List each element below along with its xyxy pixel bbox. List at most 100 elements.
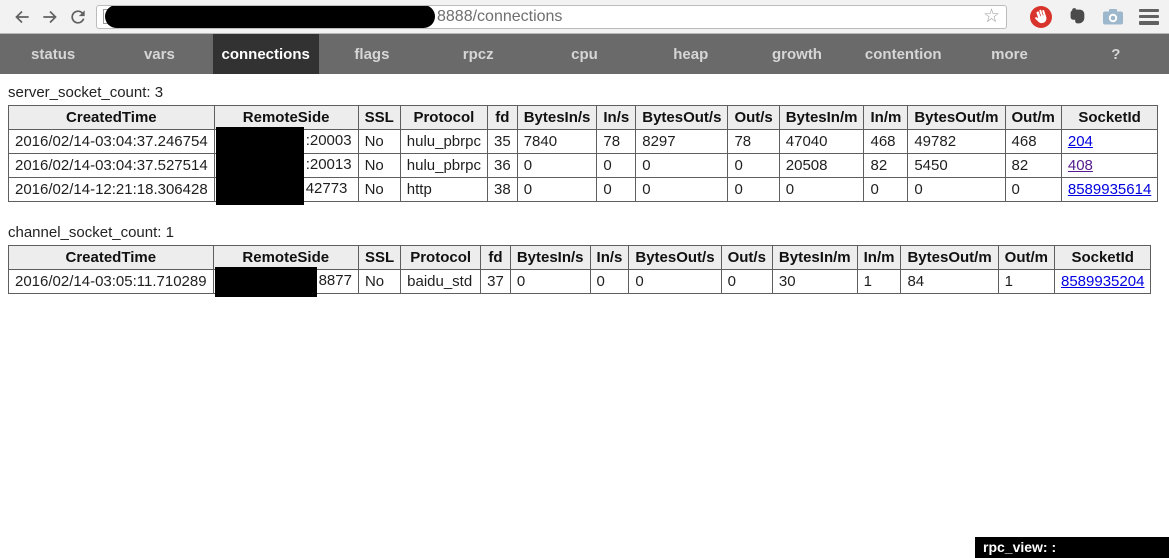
tab-vars[interactable]: vars bbox=[143, 45, 175, 63]
cell-in_s: 78 bbox=[596, 129, 637, 154]
tab-connections[interactable]: connections bbox=[212, 34, 319, 74]
address-bar[interactable]: 8888/connections ☆ bbox=[96, 4, 1007, 29]
screenshot-extension-icon[interactable] bbox=[1101, 5, 1125, 29]
browser-toolbar: 8888/connections ☆ bbox=[0, 0, 1169, 34]
cell-bytes_in_m: 20508 bbox=[778, 153, 865, 178]
cell-socket_id: 8589935204 bbox=[1053, 269, 1152, 294]
reload-icon bbox=[71, 9, 85, 24]
cell-remote: 8877 bbox=[212, 266, 359, 297]
column-header-socket_id: SocketId bbox=[1053, 245, 1152, 270]
remote-side-visible-text: 42773 bbox=[305, 180, 348, 198]
tab-contention[interactable]: contention bbox=[864, 45, 942, 63]
cell-fd: 38 bbox=[487, 177, 518, 202]
column-header-bytes_in_m: BytesIn/m bbox=[778, 105, 865, 130]
cell-ssl: No bbox=[357, 269, 402, 294]
column-header-bytes_in_m: BytesIn/m bbox=[771, 245, 858, 270]
column-header-fd: fd bbox=[480, 245, 511, 270]
cell-ssl: No bbox=[357, 129, 401, 154]
tab-status[interactable]: status bbox=[31, 45, 76, 63]
cell-bytes_out_m: 5450 bbox=[907, 153, 1006, 178]
column-header-bytes_out_s: BytesOut/s bbox=[635, 105, 729, 130]
cell-bytes_out_s: 0 bbox=[628, 269, 722, 294]
cell-in_m: 0 bbox=[863, 177, 909, 202]
column-header-in_s: In/s bbox=[596, 105, 637, 130]
cell-out_s: 78 bbox=[727, 129, 780, 154]
tab-flags[interactable]: flags bbox=[354, 45, 390, 63]
cell-socket_id: 204 bbox=[1060, 129, 1159, 154]
cell-out_m: 1 bbox=[997, 269, 1056, 294]
column-header-fd: fd bbox=[487, 105, 518, 130]
channel-sockets-table: CreatedTime RemoteSide SSL Protocol fd BytesI… bbox=[8, 245, 1152, 297]
cell-created: 2016/02/14-03:05:11.710289 bbox=[8, 269, 214, 294]
cell-fd: 35 bbox=[487, 129, 518, 154]
cell-bytes_in_m: 30 bbox=[771, 269, 858, 294]
evernote-extension-icon[interactable] bbox=[1065, 5, 1089, 29]
cell-ssl: No bbox=[357, 153, 401, 178]
column-header-in_m: In/m bbox=[863, 105, 909, 130]
column-header-created: CreatedTime bbox=[8, 245, 214, 270]
cell-out_s: 0 bbox=[727, 153, 780, 178]
server-sockets-table: CreatedTime RemoteSide SSL Protocol fd BytesI… bbox=[8, 105, 1159, 205]
cell-bytes_in_s: 0 bbox=[509, 269, 591, 294]
column-header-socket_id: SocketId bbox=[1060, 105, 1159, 130]
column-header-out_s: Out/s bbox=[720, 245, 773, 270]
url-redaction-box bbox=[105, 5, 435, 28]
cell-bytes_out_s: 0 bbox=[635, 153, 729, 178]
cell-fd: 36 bbox=[487, 153, 518, 178]
remote-side-redaction-box bbox=[215, 174, 304, 205]
cell-in_s: 0 bbox=[596, 153, 637, 178]
remote-side-visible-text: 8877 bbox=[318, 272, 352, 290]
cell-in_m: 468 bbox=[863, 129, 909, 154]
bookmark-star-icon[interactable]: ☆ bbox=[982, 6, 1000, 27]
socket-id-link[interactable]: 408 bbox=[1067, 157, 1093, 174]
cell-out_m: 0 bbox=[1004, 177, 1062, 202]
cell-protocol: hulu_pbrpc bbox=[399, 153, 489, 178]
remote-side-redaction-box bbox=[214, 266, 317, 297]
column-header-created: CreatedTime bbox=[8, 105, 215, 130]
cell-bytes_in_s: 0 bbox=[516, 153, 598, 178]
cell-bytes_out_m: 0 bbox=[907, 177, 1006, 202]
tab-growth[interactable]: growth bbox=[771, 45, 822, 63]
elephant-icon bbox=[1070, 7, 1085, 23]
cell-protocol: baidu_std bbox=[400, 269, 482, 294]
back-arrow-icon bbox=[15, 10, 29, 23]
back-button[interactable] bbox=[8, 3, 36, 31]
socket-id-link[interactable]: 8589935204 bbox=[1061, 273, 1145, 290]
cell-fd: 37 bbox=[480, 269, 511, 294]
column-header-out_m: Out/m bbox=[1004, 105, 1062, 130]
cell-out_m: 468 bbox=[1004, 129, 1062, 154]
url-text[interactable]: 8888/connections bbox=[437, 7, 563, 25]
socket-id-link[interactable]: 8589935614 bbox=[1067, 181, 1152, 198]
tab-cpu[interactable]: cpu bbox=[571, 45, 598, 63]
cell-socket_id: 8589935614 bbox=[1060, 177, 1159, 202]
column-header-protocol: Protocol bbox=[399, 105, 489, 130]
column-header-in_m: In/m bbox=[856, 245, 902, 270]
tab-more[interactable]: more bbox=[991, 45, 1028, 63]
reload-button[interactable] bbox=[64, 3, 92, 31]
cell-bytes_out_s: 0 bbox=[635, 177, 729, 202]
channel-socket-count-label: channel_socket_count: 1 bbox=[8, 224, 174, 241]
column-header-in_s: In/s bbox=[589, 245, 630, 270]
browser-menu-icon[interactable] bbox=[1139, 8, 1159, 25]
socket-id-link[interactable]: 204 bbox=[1067, 133, 1093, 150]
column-header-bytes_in_s: BytesIn/s bbox=[516, 105, 598, 130]
camera-icon bbox=[1103, 8, 1123, 24]
forward-arrow-icon bbox=[43, 10, 57, 23]
tab-rpcz[interactable]: rpcz bbox=[462, 45, 494, 63]
column-header-out_m: Out/m bbox=[997, 245, 1056, 270]
cell-created: 2016/02/14-03:04:37.246754 bbox=[8, 129, 215, 154]
adblock-extension-icon[interactable] bbox=[1029, 5, 1053, 29]
nav-bar: status vars connections flags rpcz cpu heap gro… bbox=[0, 34, 1169, 74]
remote-side-visible-text: :20013 bbox=[305, 156, 352, 174]
tab-heap[interactable]: heap bbox=[673, 45, 709, 63]
cell-remote: 42773 bbox=[213, 174, 359, 205]
column-header-bytes_in_s: BytesIn/s bbox=[509, 245, 591, 270]
tab-help[interactable]: ? bbox=[1111, 45, 1121, 63]
cell-in_m: 1 bbox=[856, 269, 902, 294]
forward-button[interactable] bbox=[36, 3, 64, 31]
column-header-bytes_out_s: BytesOut/s bbox=[628, 245, 722, 270]
cell-protocol: http bbox=[399, 177, 489, 202]
cell-out_s: 0 bbox=[727, 177, 780, 202]
column-header-bytes_out_m: BytesOut/m bbox=[907, 105, 1006, 130]
table-row: 2016/02/14-03:04:37.246754:20003 No hulu_p… bbox=[8, 126, 1159, 157]
